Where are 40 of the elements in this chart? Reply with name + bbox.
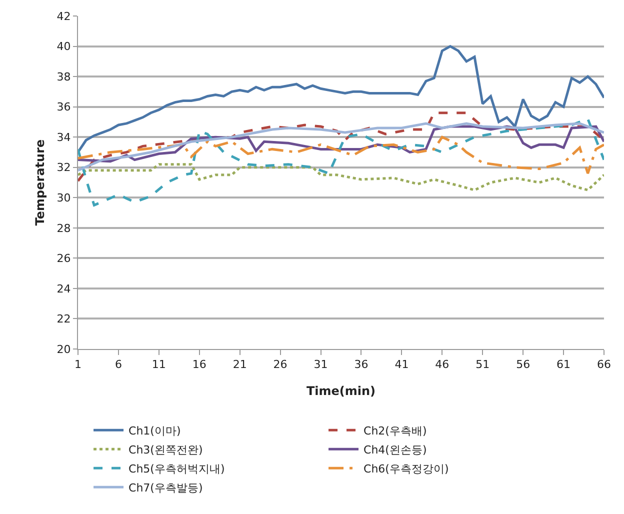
x-tick-label: 61 [556,358,571,372]
x-tick-label: 36 [354,358,368,372]
x-tick-label: 21 [232,358,247,372]
y-tick-label: 38 [56,70,71,84]
y-tick-label: 36 [56,100,71,114]
y-tick-label: 24 [56,282,71,296]
line-series [78,163,604,192]
x-tick-label: 56 [516,358,530,372]
legend-label: Ch2(우측배) [364,424,427,438]
x-tick-label: 66 [597,358,611,372]
x-tick-label: 41 [394,358,409,372]
y-tick-label: 42 [56,10,71,23]
x-tick-label: 26 [273,358,288,372]
y-tick-label: 20 [56,342,71,356]
x-tick-label: 11 [152,358,166,372]
legend-label: Ch3(왼쪽전완) [128,443,203,456]
x-tick-label: 51 [476,358,490,372]
legend-label: Ch4(왼손등) [364,443,427,456]
y-tick-label: 22 [56,312,71,326]
x-tick-label: 6 [114,358,122,372]
y-tick-label: 28 [56,222,71,235]
x-axis-title: Time(min) [306,384,376,398]
x-tick-label: 16 [192,358,206,372]
y-tick-label: 32 [56,161,71,174]
y-tick-label: 34 [56,130,71,144]
legend-label: Ch6(우측정강이) [364,462,449,476]
line-series [78,136,604,175]
legend-label: Ch7(우측발등) [128,481,203,494]
y-tick-label: 26 [56,252,71,266]
x-tick-label: 31 [314,358,328,372]
y-tick-label: 40 [56,40,71,54]
x-tick-label: 1 [74,358,82,372]
line-series [78,45,604,154]
legend-label: Ch1(이마) [128,424,181,438]
y-axis-title: Temperature [33,139,47,226]
line-series [78,118,604,206]
legend-label: Ch5(우측허벅지내) [128,462,225,476]
y-tick-label: 30 [56,191,71,204]
x-tick-label: 46 [435,358,450,372]
line-series [78,122,604,172]
